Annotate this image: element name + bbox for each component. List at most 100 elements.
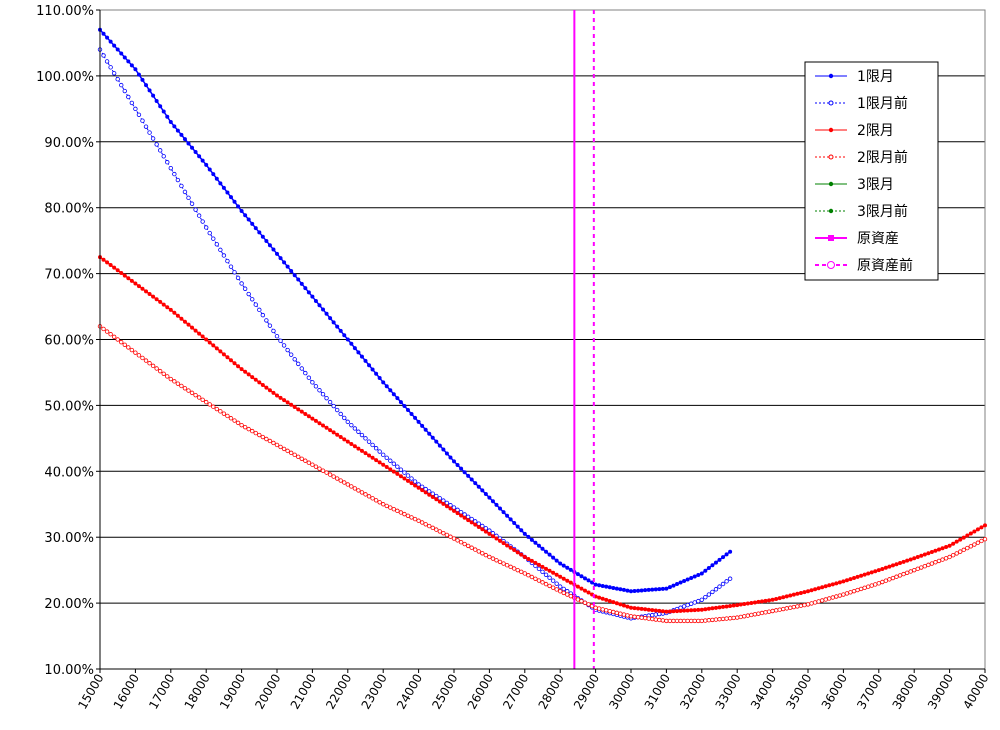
series-2限月前-point <box>727 616 733 621</box>
series-1限月-point <box>703 568 708 573</box>
series-1限月前-point <box>550 578 556 583</box>
series-2限月前-point <box>950 552 956 558</box>
series-2限月-point <box>126 276 131 281</box>
series-2限月-point <box>452 508 456 513</box>
series-1限月前-point <box>359 432 365 438</box>
series-2限月-point <box>494 536 499 541</box>
series-2限月-point <box>498 538 503 543</box>
series-2限月前-point <box>664 618 669 624</box>
series-2限月前-point <box>823 597 828 602</box>
series-1限月-point <box>618 587 623 592</box>
series-1限月前-point <box>345 419 350 425</box>
series-2限月前-point <box>710 617 715 623</box>
series-2限月-point <box>646 607 651 612</box>
series-2限月前-point <box>582 600 588 605</box>
series-1限月前-point <box>441 498 446 503</box>
series-2限月-point <box>788 593 793 598</box>
series-2限月-point <box>940 546 945 551</box>
x-tick-label: 20000 <box>252 672 283 712</box>
series-1限月前-point <box>101 53 106 58</box>
series-1限月前-point <box>650 612 655 618</box>
series-1限月-point <box>292 273 297 278</box>
series-2限月前-point <box>901 571 906 577</box>
series-2限月-point <box>575 584 580 589</box>
series-2限月前-point <box>600 607 605 612</box>
series-2限月-point <box>604 597 609 602</box>
series-2限月-point <box>437 499 442 504</box>
series-1限月-point <box>345 337 350 342</box>
series-2限月前-point <box>816 599 821 604</box>
series-2限月前-point <box>812 600 818 605</box>
x-tick-label: 26000 <box>465 672 496 712</box>
series-2限月-point <box>359 448 364 453</box>
series-2限月-point <box>763 598 768 603</box>
series-2限月-point <box>717 605 722 610</box>
series-2限月前-point <box>749 612 754 618</box>
series-1限月-point <box>317 303 322 308</box>
series-2限月-point <box>462 515 467 520</box>
series-2限月前-point <box>674 618 680 624</box>
series-2限月前-point <box>193 392 198 398</box>
series-2限月-point <box>809 588 814 593</box>
series-2限月-point <box>275 393 279 398</box>
series-1限月前-point <box>239 281 244 286</box>
series-2限月-point <box>738 602 743 607</box>
series-1限月前-point <box>186 195 191 201</box>
series-1限月-point <box>388 388 393 393</box>
series-1限月-point <box>349 341 354 346</box>
series-2限月前-point <box>320 468 326 473</box>
legend-swatch-marker <box>828 235 834 241</box>
series-2限月-point <box>172 310 177 315</box>
series-1限月前-point <box>451 505 457 510</box>
series-1限月前-point <box>143 124 149 129</box>
series-2限月-point <box>682 608 687 613</box>
series-1限月-point <box>306 290 311 295</box>
series-2限月-point <box>182 319 187 324</box>
series-1限月-point <box>158 104 163 109</box>
series-2限月前-point <box>575 597 581 602</box>
series-2限月前-point <box>954 551 959 556</box>
series-2限月-point <box>349 441 354 446</box>
series-2限月-point <box>820 585 825 590</box>
series-2限月前-point <box>756 611 761 616</box>
series-1限月-point <box>629 589 633 594</box>
series-1限月前-point <box>727 576 733 581</box>
legend-label: 3限月 <box>857 177 894 193</box>
y-tick-label: 60.00% <box>44 334 94 349</box>
series-2限月前-point <box>890 575 896 581</box>
series-2限月前-point <box>802 602 807 608</box>
series-2限月-point <box>547 568 552 573</box>
series-1限月-point <box>243 213 248 218</box>
series-1限月-point <box>179 132 184 137</box>
series-2限月前-point <box>292 452 297 458</box>
series-2限月前-point <box>455 538 460 543</box>
series-1限月-point <box>129 63 134 68</box>
series-1限月-point <box>165 114 170 119</box>
series-2限月-point <box>505 543 510 548</box>
series-1限月前-point <box>235 275 241 281</box>
x-tick-label: 27000 <box>500 672 531 712</box>
series-2限月-point <box>236 364 241 369</box>
series-1限月-point <box>413 415 418 420</box>
series-1限月-point <box>724 552 729 557</box>
series-2限月前-point <box>115 337 120 342</box>
series-1限月前-point <box>543 572 549 577</box>
series-2限月前-point <box>692 618 697 624</box>
series-2限月-point <box>724 604 729 609</box>
series-2限月前-point <box>604 608 609 613</box>
series-2限月-point <box>218 349 223 354</box>
series-1限月-point <box>653 587 658 592</box>
series-1限月-point <box>455 463 460 468</box>
series-2限月-point <box>427 492 432 497</box>
series-2限月前-point <box>830 595 835 600</box>
series-1限月-point <box>395 396 400 401</box>
series-1限月前-point <box>253 302 258 307</box>
series-1限月-point <box>639 588 644 593</box>
series-2限月-point <box>522 554 527 559</box>
series-2限月-point <box>179 316 184 321</box>
series-2限月-point <box>420 488 425 493</box>
series-2限月前-point <box>126 345 131 350</box>
series-1限月前-point <box>313 384 319 389</box>
series-2限月前-point <box>228 416 234 421</box>
series-2限月-point <box>784 594 789 599</box>
